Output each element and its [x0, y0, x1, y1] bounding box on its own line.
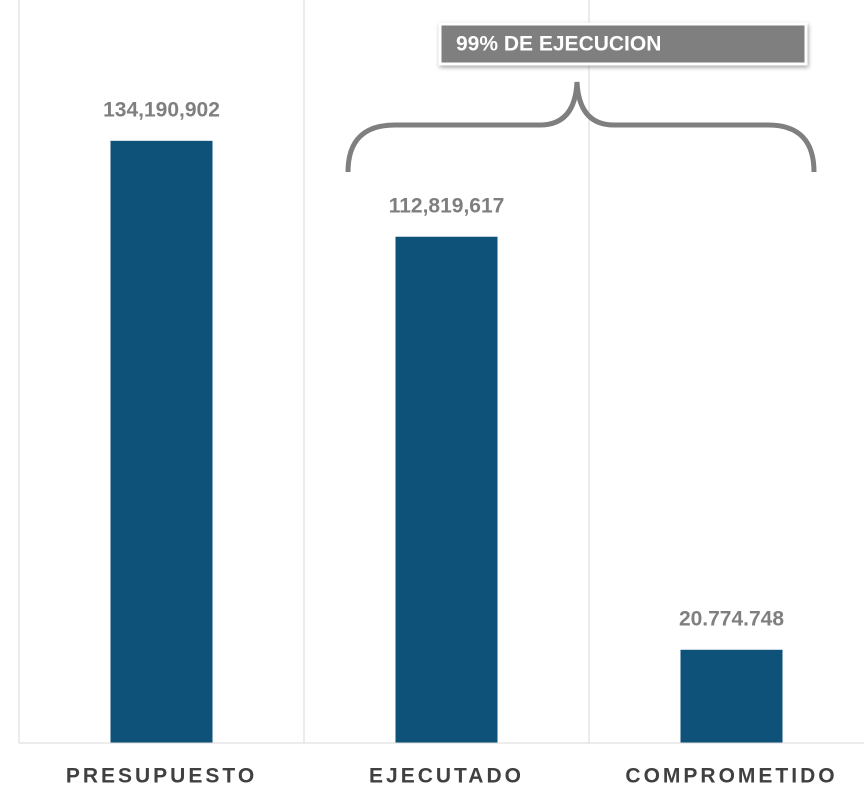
- x-tick-label: COMPROMETIDO: [625, 765, 837, 788]
- x-tick-label: PRESUPUESTO: [66, 765, 257, 788]
- value-label: 20.774.748: [679, 607, 784, 630]
- annotation-box: [438, 22, 808, 66]
- separators: [18, 0, 590, 743]
- value-label: 134,190,902: [103, 98, 220, 121]
- bar: [680, 649, 783, 743]
- brace: [345, 81, 817, 173]
- annotation: 99% DE EJECUCION: [456, 33, 661, 56]
- plot: PRESUPUESTO 134,190,902 EJECUTADO 112,819,6…: [66, 98, 837, 788]
- bar: [395, 236, 498, 743]
- value-label: 112,819,617: [389, 194, 505, 217]
- x-tick-label: EJECUTADO: [369, 765, 524, 788]
- bar: [110, 140, 213, 743]
